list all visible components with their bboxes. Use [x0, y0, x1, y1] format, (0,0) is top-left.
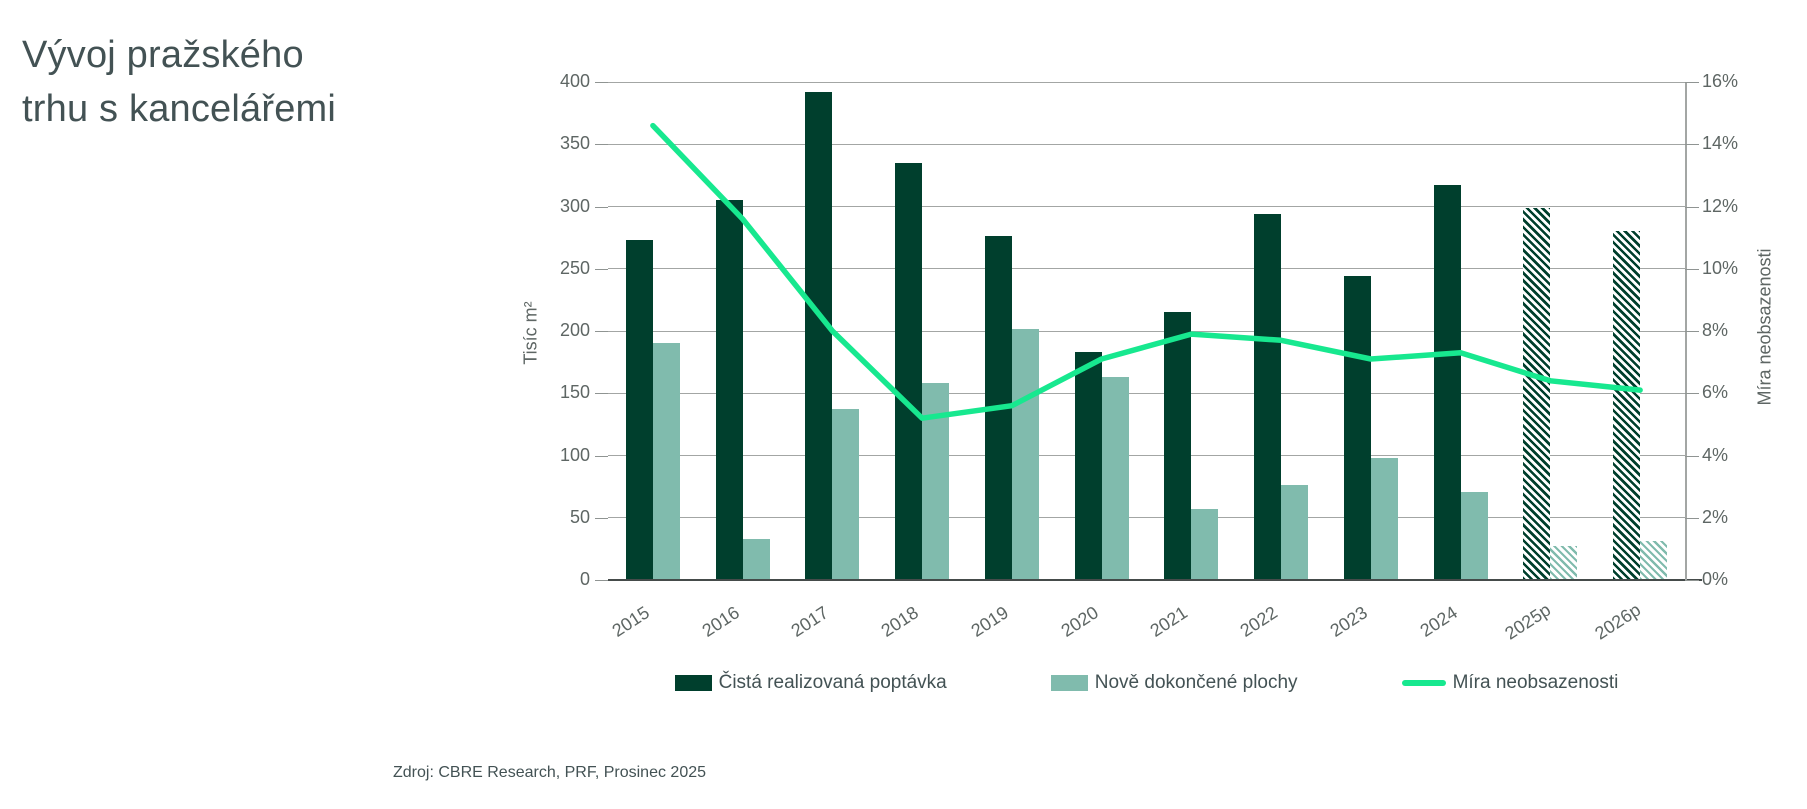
- x-axis-label-2015: 2015: [608, 602, 653, 641]
- bar-net-takeup-2021: [1164, 312, 1192, 580]
- left-axis-label-200: 200: [559, 320, 590, 340]
- right-axis-tick: [1685, 268, 1699, 270]
- right-axis-tick: [1685, 393, 1699, 395]
- right-axis-tick: [1685, 331, 1699, 332]
- left-axis-tick: [595, 144, 608, 146]
- x-axis-label-2018: 2018: [877, 602, 923, 641]
- x-axis-label-2020: 2020: [1057, 602, 1102, 641]
- right-axis-tick: [1685, 580, 1699, 581]
- bar-net-takeup-2023: [1343, 276, 1371, 580]
- bar-new-supply-2016: [742, 538, 770, 580]
- bar-new-supply-2025p: [1550, 546, 1578, 580]
- bar-net-takeup-2015: [625, 240, 653, 580]
- x-axis-label-2016: 2016: [698, 602, 743, 641]
- right-axis-tick: [1685, 455, 1699, 457]
- legend-label-net-takeup: Čistá realizovaná poptávka: [718, 672, 947, 693]
- gridline-200: [608, 330, 1685, 332]
- bar-new-supply-2015: [652, 343, 680, 580]
- legend-item-new-supply: Nově dokončené plochy: [1050, 672, 1298, 694]
- legend-swatch-new-supply-icon: [1050, 675, 1088, 691]
- chart-plot-area: [608, 81, 1685, 580]
- page-title-line1: Vývoj pražského: [22, 34, 304, 76]
- right-axis-label-16%: 16%: [1702, 71, 1739, 91]
- vacancy-line: [650, 122, 1643, 421]
- bar-net-takeup-2017: [805, 91, 833, 580]
- source-note: Zdroj: CBRE Research, PRF, Prosinec 2025: [393, 764, 707, 781]
- left-axis-tick: [595, 268, 608, 270]
- x-axis-label-2017: 2017: [787, 602, 833, 641]
- legend-swatch-net-takeup-icon: [674, 675, 712, 691]
- bar-net-takeup-2025p: [1523, 207, 1551, 580]
- right-axis-tick: [1685, 206, 1699, 208]
- legend-item-vacancy: Míra neobsazenosti: [1401, 672, 1619, 694]
- x-axis-label-2019: 2019: [967, 602, 1012, 641]
- gridline-100: [608, 455, 1685, 456]
- gridline-150: [608, 392, 1685, 394]
- right-axis-label-4%: 4%: [1702, 444, 1729, 465]
- bar-new-supply-2019: [1011, 328, 1039, 580]
- page-title: Vývoj pražského trhu s kancelářemi: [22, 28, 336, 136]
- bar-net-takeup-2020: [1074, 352, 1102, 580]
- chart-legend: Čistá realizovaná poptávka Nově dokončen…: [608, 672, 1685, 694]
- bar-net-takeup-2024: [1433, 185, 1461, 580]
- bar-new-supply-2020: [1101, 377, 1129, 580]
- left-axis-tick: [595, 206, 608, 208]
- gridline-50: [608, 517, 1685, 519]
- left-axis-label-150: 150: [559, 382, 590, 403]
- right-axis-label-6%: 6%: [1702, 382, 1729, 403]
- left-axis-tick: [595, 455, 608, 457]
- bar-new-supply-2022: [1281, 485, 1309, 580]
- left-axis-label-400: 400: [559, 71, 590, 91]
- x-axis-label-2021: 2021: [1146, 602, 1192, 641]
- bar-net-takeup-2018: [895, 162, 923, 580]
- bar-new-supply-2017: [832, 409, 860, 580]
- left-axis-tick: [595, 580, 608, 581]
- left-axis-label-300: 300: [559, 195, 590, 216]
- right-axis-label-10%: 10%: [1702, 257, 1739, 278]
- x-axis-line: [608, 579, 1702, 581]
- left-axis-tick: [595, 331, 608, 332]
- x-axis-label-2022: 2022: [1236, 602, 1282, 641]
- vacancy-line-layer: [650, 122, 1643, 421]
- right-axis-label-0%: 0%: [1702, 569, 1729, 589]
- bar-net-takeup-2016: [715, 200, 743, 580]
- bar-net-takeup-2026p: [1613, 231, 1641, 580]
- x-axis-label-2026p: 2026p: [1591, 599, 1645, 644]
- right-axis-tick: [1685, 82, 1699, 83]
- legend-label-vacancy: Míra neobsazenosti: [1452, 672, 1619, 693]
- left-axis-tick: [595, 393, 608, 395]
- right-axis-tick: [1685, 144, 1699, 146]
- left-axis-label-100: 100: [559, 444, 590, 465]
- x-axis-label-2024: 2024: [1416, 602, 1461, 641]
- gridline-400: [608, 81, 1685, 83]
- right-axis-label-14%: 14%: [1702, 133, 1739, 154]
- left-axis-label-250: 250: [559, 257, 590, 278]
- legend-label-new-supply: Nově dokončené plochy: [1094, 672, 1298, 693]
- bar-new-supply-2021: [1191, 509, 1219, 580]
- left-axis-label-50: 50: [569, 506, 590, 527]
- gridline-350: [608, 143, 1685, 145]
- right-axis-label-12%: 12%: [1702, 195, 1739, 216]
- right-axis-label-8%: 8%: [1702, 320, 1729, 340]
- bar-new-supply-2023: [1370, 457, 1398, 580]
- left-axis-tick: [595, 517, 608, 519]
- left-axis-label-0: 0: [579, 569, 590, 589]
- legend-swatch-vacancy-line-icon: [1401, 680, 1446, 686]
- gridline-300: [608, 206, 1685, 207]
- x-axis-label-2023: 2023: [1326, 602, 1371, 641]
- x-axis-label-2025p: 2025p: [1501, 599, 1555, 644]
- right-axis-tick: [1685, 517, 1699, 519]
- left-axis-label-350: 350: [559, 133, 590, 154]
- left-axis-tick: [595, 82, 608, 83]
- bar-new-supply-2026p: [1640, 541, 1668, 580]
- bar-new-supply-2024: [1460, 491, 1488, 580]
- right-axis-label-2%: 2%: [1702, 506, 1729, 527]
- page-title-line2: trhu s kancelářemi: [22, 88, 337, 130]
- gridline-250: [608, 268, 1685, 270]
- legend-item-net-takeup: Čistá realizovaná poptávka: [674, 672, 947, 694]
- bar-net-takeup-2022: [1254, 213, 1282, 580]
